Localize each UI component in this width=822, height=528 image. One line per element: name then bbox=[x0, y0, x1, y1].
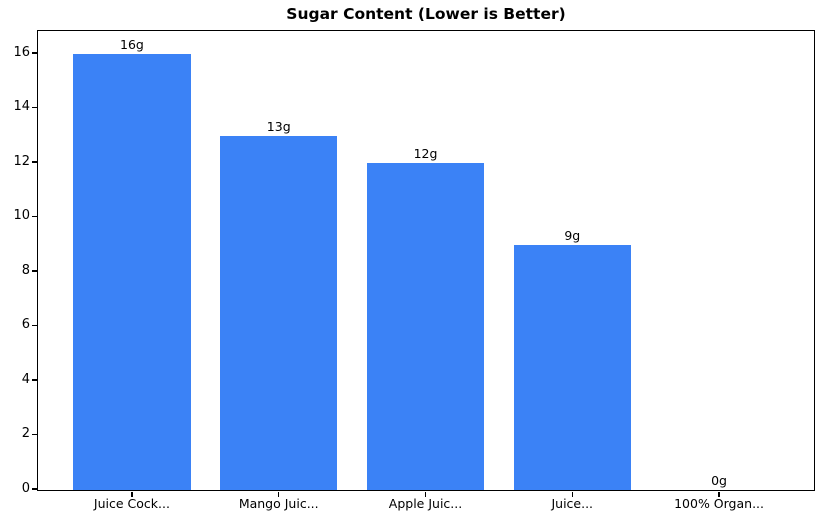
y-tick-mark bbox=[31, 433, 37, 436]
y-tick-label: 10 bbox=[13, 208, 30, 224]
x-tick-label: 100% Organ... bbox=[674, 496, 764, 511]
bar-value-label: 13g bbox=[266, 118, 291, 134]
y-tick-mark bbox=[31, 52, 37, 54]
x-tick-label: Juice Cock... bbox=[93, 496, 170, 511]
plot-area: 0 2 4 6 8 10 12 14 16 16g Juice Cock... 13g Mango Ju… bbox=[13, 30, 815, 511]
x-tick-mark bbox=[131, 491, 133, 497]
y-tick-label: 0 bbox=[21, 481, 30, 496]
y-tick-label: 4 bbox=[21, 371, 30, 387]
y-tick-label: 14 bbox=[13, 99, 30, 115]
bar bbox=[73, 53, 191, 490]
bar-value-label: 9g bbox=[564, 227, 581, 243]
bar-value-label: 12g bbox=[413, 145, 438, 161]
bar bbox=[513, 244, 631, 490]
x-tick-mark bbox=[571, 491, 574, 497]
x-tick-label: Mango Juic... bbox=[238, 496, 319, 511]
y-tick-label: 6 bbox=[21, 317, 30, 333]
x-tick-mark bbox=[277, 491, 280, 497]
y-tick-label: 12 bbox=[13, 153, 30, 169]
x-tick-mark bbox=[718, 491, 720, 497]
bar bbox=[366, 162, 485, 490]
y-tick-mark bbox=[31, 270, 37, 272]
bar bbox=[220, 135, 338, 490]
y-tick-label: 2 bbox=[21, 426, 30, 442]
y-tick-label: 16 bbox=[13, 44, 30, 60]
y-tick-mark bbox=[31, 488, 37, 490]
y-tick-mark bbox=[31, 379, 37, 381]
bar-value-label: 0g bbox=[711, 473, 727, 488]
y-tick-mark bbox=[31, 161, 37, 163]
y-tick-mark bbox=[31, 324, 37, 327]
bar-value-label: 16g bbox=[120, 36, 144, 52]
x-tick-mark bbox=[424, 491, 427, 497]
x-tick-label: Apple Juic... bbox=[388, 496, 463, 511]
chart-title: Sugar Content (Lower is Better) bbox=[286, 5, 566, 23]
y-tick-mark bbox=[31, 215, 37, 218]
y-tick-mark bbox=[31, 106, 37, 109]
x-tick-label: Juice... bbox=[551, 496, 594, 511]
y-tick-label: 8 bbox=[21, 262, 30, 278]
